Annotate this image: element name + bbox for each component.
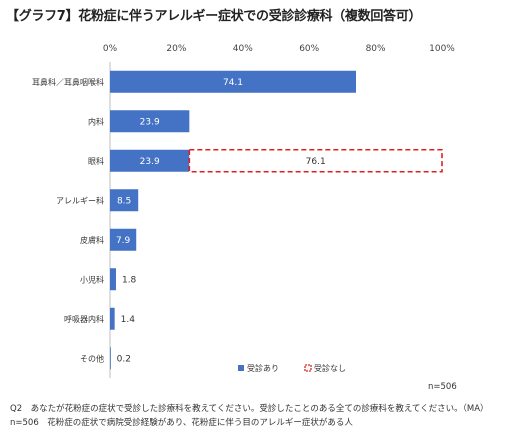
bar-value-label: 23.9 (140, 117, 160, 127)
sample-size: n=506 (428, 382, 457, 392)
x-axis-ticks: 0% 20% 40% 60% 80% 100% (103, 44, 455, 54)
category-label: 皮膚科 (80, 235, 104, 245)
category-label: アレルギー科 (56, 195, 104, 205)
legend-swatch-visited (238, 365, 244, 371)
bar-value-label: 7.9 (116, 236, 131, 246)
x-tick-label: 40% (233, 44, 253, 54)
x-tick-label: 80% (366, 44, 386, 54)
x-tick-label: 0% (103, 44, 118, 54)
bar-value-label: 74.1 (223, 78, 243, 88)
x-tick-label: 60% (299, 44, 319, 54)
category-label: 小児科 (80, 274, 104, 284)
category-label: 内科 (88, 116, 104, 126)
bars: 74.1 23.9 23.9 76.1 8.5 7.9 1.8 1.4 0.2 (109, 62, 443, 378)
legend-swatch-unvisited (304, 364, 312, 372)
bar-unvisited-value-label: 76.1 (306, 157, 326, 167)
bar-5 (110, 228, 137, 251)
bar-2 (110, 110, 190, 133)
legend-label-visited: 受診あり (247, 363, 279, 373)
bar-value-label: 1.4 (121, 315, 136, 325)
bar-4 (110, 189, 139, 212)
category-label: 眼科 (88, 156, 104, 166)
category-label: 耳鼻科／耳鼻咽喉科 (32, 77, 104, 87)
bar-unvisited-3 (188, 148, 443, 173)
legend-label-unvisited: 受診なし (314, 363, 346, 373)
bar-value-label: 23.9 (140, 157, 160, 167)
x-tick-label: 100% (429, 44, 455, 54)
bar-7 (110, 307, 115, 330)
category-label: 呼吸器内科 (64, 314, 104, 324)
chart-title: 【グラフ7】花粉症に伴うアレルギー症状での受診診療科（複数回答可） (6, 9, 422, 24)
bar-6 (110, 268, 116, 291)
bar-value-label: 8.5 (117, 196, 131, 206)
legend: 受診あり 受診なし (238, 363, 346, 373)
question-note: Q2 あなたが花粉症の症状で受診した診療科を教えてください。受診したことのある全… (10, 404, 489, 414)
category-label: その他 (80, 353, 104, 363)
bar-8 (110, 347, 111, 370)
x-tick-label: 20% (166, 44, 186, 54)
bar-value-label: 0.2 (117, 354, 131, 364)
bar-value-label: 1.8 (122, 275, 137, 285)
bar-3 (110, 149, 190, 172)
bar-1 (110, 70, 357, 93)
base-note: n=506 花粉症の症状で病院受診経験があり、花粉症に伴う目のアレルギー症状があ… (10, 418, 353, 428)
